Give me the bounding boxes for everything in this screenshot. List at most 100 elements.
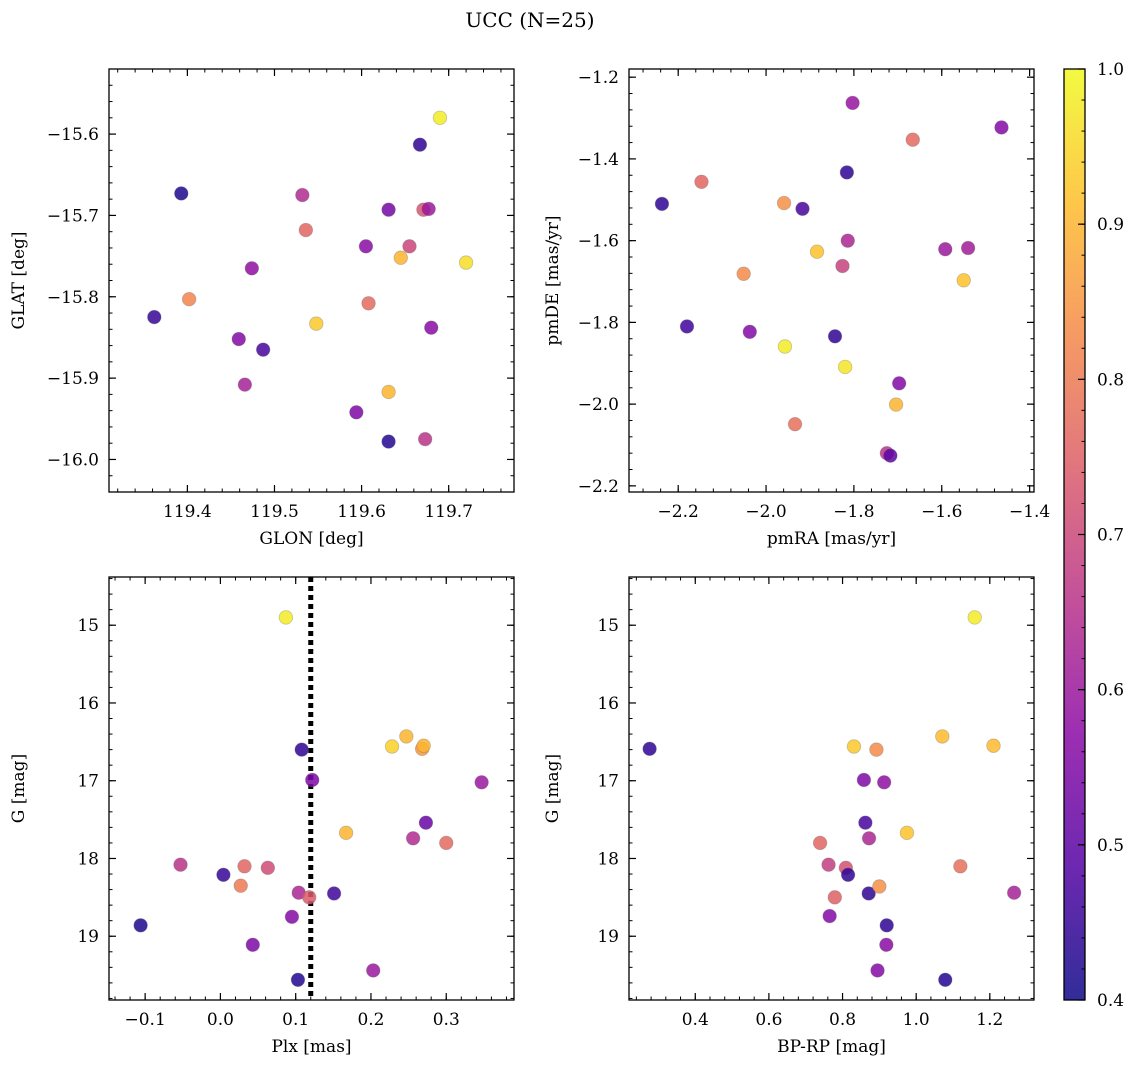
- data-point: [812, 835, 828, 851]
- data-point: [338, 825, 354, 841]
- colorbar-tick-label: 0.8: [1097, 370, 1124, 390]
- data-point: [872, 879, 887, 894]
- data-point: [953, 859, 968, 874]
- y-tick-label: 15: [77, 616, 99, 636]
- scatter-panel-1: 119.4 119.5 119.6 119.7 −15.6 −15.7 −15.8 −15.9…: [9, 68, 515, 549]
- data-point: [642, 741, 657, 757]
- axes-frame: [108, 68, 515, 493]
- data-point: [846, 739, 862, 754]
- data-point: [260, 860, 276, 876]
- data-point: [298, 222, 314, 238]
- data-point: [402, 239, 417, 254]
- data-point: [821, 857, 836, 872]
- data-point: [233, 878, 248, 893]
- y-tick-label: −1.6: [578, 232, 619, 252]
- x-tick-label: 119.7: [424, 502, 473, 522]
- data-point: [305, 772, 320, 788]
- colorbar-tick-label: 0.6: [1097, 681, 1124, 701]
- y-tick-label: −2.0: [578, 395, 619, 415]
- data-point: [840, 233, 855, 248]
- x-tick-label: 0.8: [829, 1010, 856, 1030]
- x-tick-label: 0.4: [682, 1010, 709, 1030]
- data-point: [421, 201, 436, 217]
- data-point: [326, 886, 342, 901]
- x-tick-label: −1.8: [833, 502, 874, 522]
- data-point: [181, 292, 197, 307]
- data-point: [255, 342, 271, 357]
- data-point: [839, 165, 855, 180]
- data-point: [861, 831, 877, 846]
- data-point: [417, 431, 433, 447]
- axes-frame: [628, 576, 1035, 1001]
- data-point: [216, 867, 231, 883]
- data-point: [174, 186, 189, 201]
- data-point: [439, 835, 454, 851]
- y-tick-label: −2.2: [578, 477, 619, 497]
- colorbar-tick-label: 1.0: [1097, 60, 1124, 80]
- data-point: [393, 250, 408, 265]
- data-point: [899, 825, 915, 841]
- data-point: [679, 319, 695, 334]
- y-tick-label: 19: [77, 927, 99, 947]
- y-tick-label: −1.8: [578, 313, 619, 333]
- data-point: [173, 857, 188, 872]
- y-axis-label: G [mag]: [543, 754, 563, 823]
- x-tick-label: 119.4: [163, 502, 212, 522]
- colorbar-tick-label: 0.5: [1097, 836, 1124, 856]
- scatter-panel-4: 0.4 0.6 0.8 1.0 1.2 15 16 17 18 19 BP-RP [mag] G [m…: [543, 576, 1035, 1057]
- x-tick-label: 119.5: [250, 502, 299, 522]
- data-point: [935, 729, 950, 744]
- axes-frame: [628, 68, 1035, 493]
- scatter-panel-3: −0.1 0.0 0.1 0.2 0.3 15 16 17 18 19 Plx [mas] G [ma…: [9, 576, 515, 1057]
- y-tick-label: −15.8: [47, 288, 99, 308]
- x-tick-label: −1.6: [921, 502, 962, 522]
- data-point: [956, 273, 971, 288]
- y-tick-label: −15.9: [47, 369, 99, 389]
- colorbar: 0.4 0.5 0.6 0.7 0.8 0.9 1.0: [1063, 60, 1124, 1011]
- data-point: [384, 739, 400, 754]
- data-point: [827, 890, 843, 905]
- x-tick-label: 0.3: [433, 1010, 460, 1030]
- y-tick-label: −15.6: [47, 125, 99, 145]
- data-point: [870, 963, 885, 978]
- data-point: [654, 196, 670, 212]
- data-point: [822, 908, 837, 924]
- colorbar-gradient: [1064, 69, 1085, 1000]
- data-point: [845, 95, 860, 111]
- data-point: [309, 316, 324, 331]
- y-tick-label: 18: [77, 849, 99, 869]
- data-point: [416, 738, 431, 753]
- data-point: [883, 448, 898, 463]
- colorbar-tick-label: 0.4: [1097, 991, 1124, 1011]
- axes-frame: [108, 576, 515, 1001]
- data-point: [474, 775, 489, 790]
- y-tick-label: 17: [77, 772, 99, 792]
- data-point: [244, 261, 260, 276]
- y-tick-label: 17: [597, 772, 619, 792]
- data-point: [858, 815, 873, 830]
- data-point: [856, 772, 872, 788]
- data-point: [837, 359, 853, 375]
- y-tick-label: 15: [597, 616, 619, 636]
- colorbar-tick-label: 0.7: [1097, 526, 1124, 546]
- data-point: [399, 729, 414, 744]
- x-tick-label: 0.1: [282, 1010, 309, 1030]
- data-point: [776, 195, 792, 211]
- x-axis-label: Plx [mas]: [271, 1037, 351, 1057]
- data-point: [381, 202, 396, 217]
- y-tick-label: 19: [597, 927, 619, 947]
- data-point: [278, 610, 294, 625]
- data-point: [938, 242, 953, 257]
- data-point: [405, 831, 421, 846]
- data-point: [888, 397, 904, 412]
- data-point: [891, 376, 907, 391]
- data-point: [960, 240, 976, 256]
- x-tick-label: 0.2: [357, 1010, 384, 1030]
- data-point: [787, 416, 803, 432]
- data-point: [869, 742, 884, 757]
- x-tick-label: −2.2: [658, 502, 699, 522]
- data-point: [366, 963, 381, 978]
- data-point: [736, 266, 751, 281]
- data-point: [795, 201, 810, 216]
